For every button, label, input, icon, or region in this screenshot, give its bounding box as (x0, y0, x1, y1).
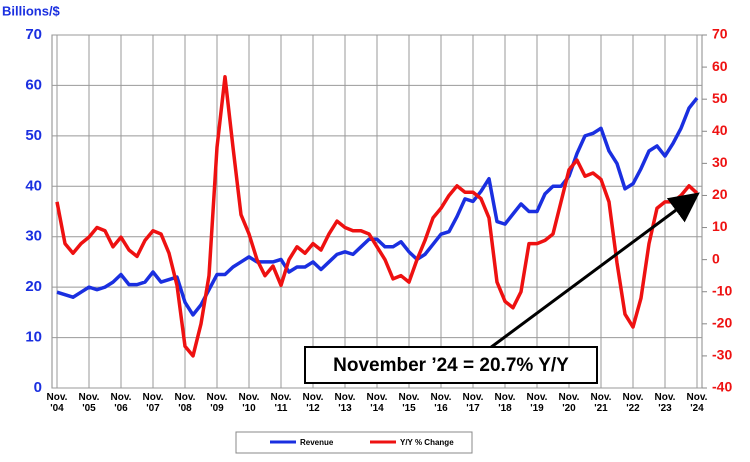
y2-tick-label: 0 (712, 250, 720, 266)
annotation-box (304, 346, 598, 384)
y2-tick-label: 30 (712, 154, 728, 170)
annotation-arrow (489, 192, 700, 350)
x-tick-label: Nov. '11 (270, 392, 292, 414)
legend-label: Y/Y % Change (400, 438, 454, 447)
y2-tick-label: -10 (712, 282, 732, 298)
x-tick-label: Nov. '19 (526, 392, 548, 414)
y-tick-label: 30 (25, 228, 42, 245)
y2-tick-label: -40 (712, 379, 732, 395)
x-tick-label: Nov. '10 (238, 392, 260, 414)
legend-label: Revenue (300, 438, 334, 447)
y-tick-label: 60 (25, 76, 42, 93)
x-tick-label: Nov. '07 (142, 392, 164, 414)
annotation: November ’24 = 20.7% Y/Y (333, 355, 569, 376)
x-tick-label: Nov. '20 (558, 392, 580, 414)
y-tick-label: 0 (34, 379, 42, 396)
x-tick-label: Nov. '16 (430, 392, 452, 414)
x-tick-label: Nov. '09 (206, 392, 228, 414)
y2-tick-label: 10 (712, 218, 728, 234)
x-tick-label: Nov. '04 (46, 392, 68, 414)
x-tick-label: Nov. '22 (622, 392, 644, 414)
y-tick-label: 40 (25, 177, 42, 194)
x-tick-label: Nov. '15 (398, 392, 420, 414)
x-tick-label: Nov. '12 (302, 392, 324, 414)
x-tick-label: Nov. '14 (366, 392, 388, 414)
x-tick-label: Nov. '05 (78, 392, 100, 414)
legend (235, 431, 473, 454)
series-line (56, 96, 699, 317)
x-tick-label: Nov. '24 (686, 392, 708, 414)
y-axis-title: Billions/$ (2, 3, 61, 18)
series-line (55, 74, 699, 358)
y2-tick-label: 60 (712, 58, 728, 74)
y2-tick-label: 20 (712, 186, 728, 202)
x-tick-label: Nov. '23 (654, 392, 676, 414)
x-tick-label: Nov. '13 (334, 392, 356, 414)
y2-tick-label: -30 (712, 347, 732, 363)
y-tick-label: 10 (25, 329, 42, 346)
y-tick-label: 50 (25, 127, 42, 144)
x-tick-label: Nov. '06 (110, 392, 132, 414)
y2-tick-label: 50 (712, 90, 728, 106)
x-tick-label: Nov. '17 (462, 392, 484, 414)
x-tick-label: Nov. '18 (494, 392, 516, 414)
y2-tick-label: -20 (712, 315, 732, 331)
x-tick-label: Nov. '21 (590, 392, 612, 414)
y2-tick-label: 40 (712, 122, 728, 138)
y2-tick-label: 70 (712, 26, 728, 42)
x-tick-label: Nov. '08 (174, 392, 196, 414)
y-tick-label: 70 (25, 26, 42, 43)
y-tick-label: 20 (25, 278, 42, 295)
